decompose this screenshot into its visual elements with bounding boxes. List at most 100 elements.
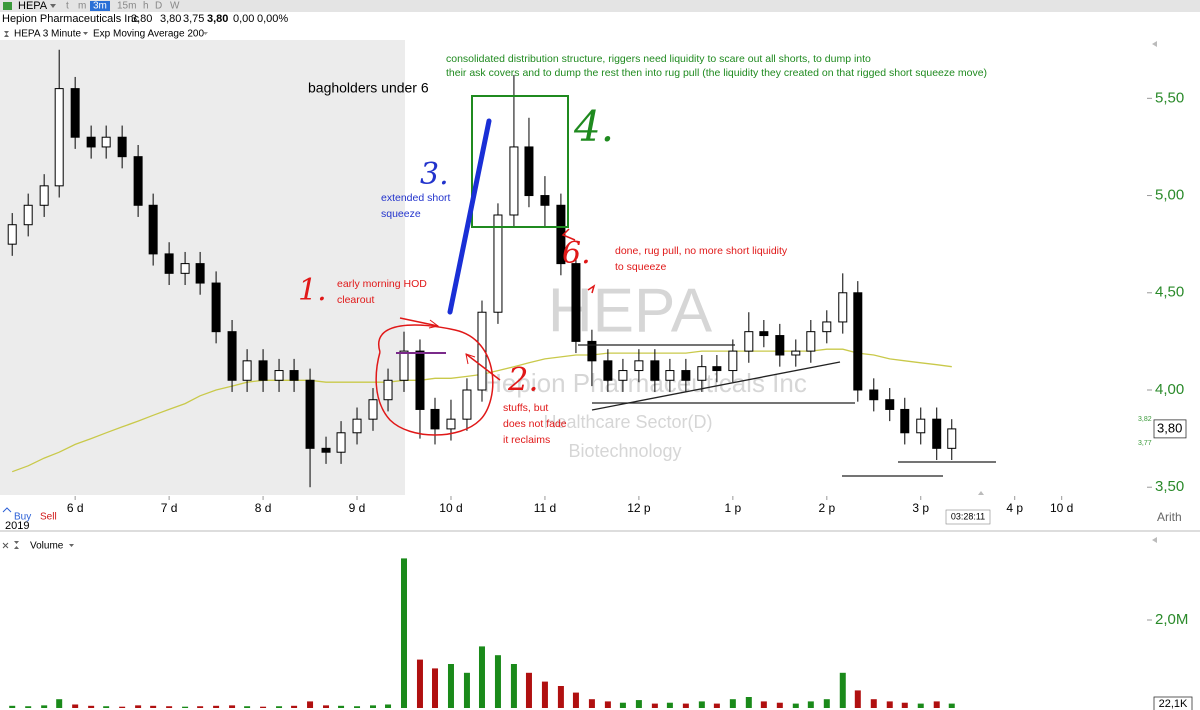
close-pane[interactable] xyxy=(2,542,9,549)
watermark-industry: Biotechnology xyxy=(568,441,681,461)
volume-bar xyxy=(713,703,720,708)
candle-body xyxy=(336,432,346,453)
candle-body xyxy=(759,331,769,337)
annotation-text: stuffs, but xyxy=(503,402,548,414)
x-tick-label: 1 p xyxy=(724,501,741,515)
timeframe-button[interactable]: h xyxy=(143,1,149,12)
volume-bar xyxy=(103,706,110,708)
annotation-text: bagholders under 6 xyxy=(308,80,429,96)
add-icon[interactable] xyxy=(3,2,12,10)
x-tick-label: 10 d xyxy=(1050,501,1073,515)
y-tick-label: 5,00 xyxy=(1155,187,1184,204)
volume-bar xyxy=(276,706,283,708)
candle-body xyxy=(180,263,190,274)
candle-body xyxy=(242,360,252,381)
ema-legend[interactable]: Exp Moving Average 200 xyxy=(93,29,204,40)
candle-body xyxy=(900,408,910,434)
x-tick-label: 4 p xyxy=(1006,501,1023,515)
candle-body xyxy=(399,350,409,381)
drag-handle[interactable] xyxy=(14,541,19,549)
watermark-company: Hepion Pharmaceuticals Inc xyxy=(483,368,807,398)
timeframe-button[interactable]: 15m xyxy=(117,1,136,12)
year-label: 2019 xyxy=(5,520,29,532)
timeframe-button[interactable]: t xyxy=(66,1,69,12)
watermark-sector: Healthcare Sector(D) xyxy=(543,412,712,432)
candle-body xyxy=(853,292,863,391)
quote-value: 3,80 xyxy=(160,13,181,25)
y-tick-label: 5,50 xyxy=(1155,89,1184,106)
volume-legend[interactable]: Volume xyxy=(30,541,64,552)
candle-body xyxy=(603,360,613,381)
squeeze-stroke xyxy=(447,118,492,315)
quote-value: 3,80 xyxy=(131,13,152,25)
volume-bar xyxy=(9,705,16,708)
volume-last: 22,1K xyxy=(1159,698,1188,710)
drag-handle[interactable] xyxy=(4,31,9,37)
arrowhead xyxy=(465,353,476,365)
volume-bar xyxy=(635,700,642,708)
candle-body xyxy=(321,447,331,453)
ema-dropdown[interactable] xyxy=(203,32,208,35)
volume-bar xyxy=(260,706,267,708)
x-tick-label: 12 p xyxy=(627,501,651,515)
timeframe-button[interactable]: m xyxy=(78,1,86,12)
timeframe-button[interactable]: W xyxy=(170,1,180,12)
candle-body xyxy=(571,263,581,342)
volume-bar xyxy=(432,668,439,708)
candle-body xyxy=(869,389,879,401)
volume-bar xyxy=(478,646,485,708)
scroll-arrows[interactable] xyxy=(978,41,1157,495)
volume-bar xyxy=(385,704,392,708)
volume-bar xyxy=(541,681,548,708)
annotation-text: done, rug pull, no more short liquidity xyxy=(615,245,788,257)
volume-bar xyxy=(416,659,423,708)
volume-bar xyxy=(229,705,236,708)
annotations: consolidated distribution structure, rig… xyxy=(298,53,987,446)
sell-button[interactable]: Sell xyxy=(40,512,57,523)
volume-bar xyxy=(88,705,95,708)
volume-bar xyxy=(557,686,564,708)
drawings xyxy=(375,95,996,477)
symbol-dropdown[interactable] xyxy=(50,4,56,8)
candle-body xyxy=(540,195,550,206)
symbol[interactable]: HEPA xyxy=(18,0,48,12)
candle-body xyxy=(806,331,816,352)
scroll-arrow[interactable] xyxy=(1152,537,1157,543)
volume-dropdown[interactable] xyxy=(69,544,74,547)
candle-body xyxy=(446,418,456,430)
annotation-text: consolidated distribution structure, rig… xyxy=(446,53,871,65)
quote-value: 0,00 xyxy=(233,13,254,25)
candle-body xyxy=(791,350,801,356)
scale-mode[interactable]: Arith xyxy=(1157,510,1182,524)
candle-body xyxy=(838,292,848,323)
volume-bar xyxy=(604,701,611,708)
x-tick-label: 10 d xyxy=(439,501,462,515)
candle-body xyxy=(164,253,174,274)
y-tick-label: 4,50 xyxy=(1155,284,1184,301)
candle-body xyxy=(712,366,722,372)
candle-body xyxy=(728,350,738,372)
volume-bar xyxy=(619,702,626,708)
timeframe-button[interactable]: D xyxy=(155,1,162,12)
volume-bar xyxy=(447,664,454,708)
annotation-text: their ask covers and to dump the rest th… xyxy=(446,67,987,79)
legend-dropdown[interactable] xyxy=(83,32,88,35)
handwritten-label: 6. xyxy=(562,236,591,271)
candle-body xyxy=(932,418,942,449)
candle-body xyxy=(885,399,895,410)
price-legend[interactable]: HEPA 3 Minute xyxy=(14,29,82,40)
volume-bar xyxy=(166,706,173,708)
volume-bar xyxy=(401,558,408,708)
annotation-text: does not fade xyxy=(503,418,567,430)
arrow xyxy=(465,353,501,381)
buy-icon[interactable] xyxy=(2,507,12,513)
timeframe-button[interactable]: 3m xyxy=(93,1,107,12)
volume-bar xyxy=(525,672,532,708)
candle-body xyxy=(697,366,707,381)
candle-body xyxy=(305,379,315,449)
candle-body xyxy=(352,418,362,434)
candle-body xyxy=(744,331,754,352)
buy-button[interactable]: Buy xyxy=(14,512,31,523)
candle-body xyxy=(634,360,644,372)
